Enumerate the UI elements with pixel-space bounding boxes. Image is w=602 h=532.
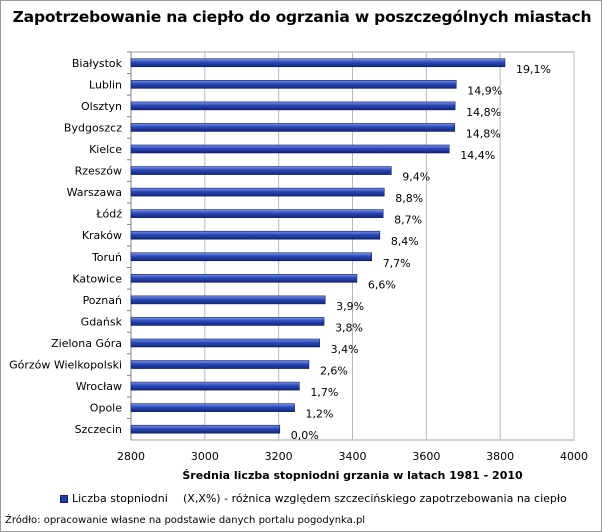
category-label: Poznań: [83, 294, 122, 307]
bar: [130, 338, 320, 348]
data-label: 1,7%: [310, 386, 338, 399]
data-label: 14,9%: [467, 84, 502, 97]
bar: [130, 252, 372, 262]
category-label: Kraków: [82, 229, 122, 242]
category-label: Opole: [90, 402, 122, 415]
data-label: 0,0%: [291, 429, 319, 442]
data-label: 19,1%: [516, 63, 551, 76]
bar: [130, 123, 456, 132]
chart-title: Zapotrzebowanie na ciepło do ogrzania w …: [12, 8, 592, 26]
legend-swatch: [60, 495, 68, 503]
legend-note: (X,X%) - różnica względem szczecińskiego…: [183, 492, 567, 505]
bar: [130, 403, 295, 412]
category-label: Rzeszów: [75, 165, 122, 178]
category-label: Łódź: [95, 208, 122, 221]
bar: [130, 317, 325, 326]
category-label: Wrocław: [76, 380, 122, 393]
x-tick-label: 2800: [117, 450, 145, 463]
x-tick-label: 3600: [412, 450, 440, 463]
category-label: Katowice: [72, 272, 122, 285]
legend-series-label: Liczba stopniodni: [72, 492, 168, 505]
bar: [130, 360, 310, 369]
category-label: Zielona Góra: [51, 337, 122, 350]
data-label: 9,4%: [402, 171, 430, 184]
x-tick-label: 3400: [339, 450, 367, 463]
category-label: Toruń: [91, 251, 122, 264]
bar: [130, 144, 450, 154]
bar: [130, 209, 384, 218]
category-label: Szczecin: [75, 423, 122, 436]
data-label: 8,7%: [394, 214, 422, 227]
data-label: 8,8%: [395, 192, 423, 205]
category-label: Białystok: [72, 57, 123, 70]
bar: [130, 101, 456, 111]
data-label: 6,6%: [368, 278, 396, 291]
data-label: 2,6%: [320, 365, 348, 378]
bar: [130, 274, 358, 283]
bar: [130, 166, 392, 175]
bar: [130, 58, 506, 68]
data-label: 1,2%: [306, 408, 334, 421]
category-label: Gdańsk: [81, 315, 123, 328]
bar: [130, 424, 281, 434]
bar: [130, 187, 385, 197]
category-label: Bydgoszcz: [64, 121, 122, 134]
bar: [130, 381, 300, 391]
x-axis-title: Średnia liczba stopniodni grzania w lata…: [182, 469, 523, 482]
x-tick-label: 3000: [191, 450, 219, 463]
bar: [130, 230, 381, 240]
data-label: 8,4%: [391, 235, 419, 248]
bar: [130, 80, 457, 89]
x-tick-label: 4000: [560, 450, 588, 463]
data-label: 14,8%: [466, 127, 501, 140]
category-label: Warszawa: [67, 186, 122, 199]
data-label: 14,4%: [460, 149, 495, 162]
data-label: 3,4%: [331, 343, 359, 356]
category-label: Olsztyn: [81, 100, 122, 113]
x-tick-label: 3200: [265, 450, 293, 463]
source-note: Źródło: opracowanie własne na podstawie …: [5, 515, 366, 526]
data-label: 7,7%: [383, 257, 411, 270]
data-label: 14,8%: [466, 106, 501, 119]
data-label: 3,9%: [336, 300, 364, 313]
legend: Liczba stopniodni (X,X%) - różnica wzglę…: [1, 491, 601, 507]
category-label: Górzów Wielkopolski: [9, 359, 122, 372]
data-label: 3,8%: [335, 321, 363, 334]
category-label: Lublin: [89, 78, 122, 91]
x-tick-label: 3800: [486, 450, 514, 463]
category-label: Kielce: [89, 143, 122, 156]
bar: [130, 295, 326, 305]
